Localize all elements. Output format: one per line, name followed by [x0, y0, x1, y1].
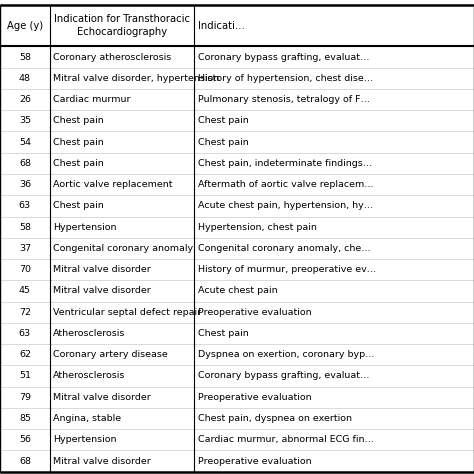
- Text: Chest pain: Chest pain: [198, 116, 248, 125]
- Text: Preoperative evaluation: Preoperative evaluation: [198, 393, 311, 402]
- Text: Indication for Transthoracic
Echocardiography: Indication for Transthoracic Echocardiog…: [54, 14, 190, 37]
- Text: 58: 58: [19, 53, 31, 62]
- Text: Angina, stable: Angina, stable: [53, 414, 121, 423]
- Text: Congenital coronary anomaly, che…: Congenital coronary anomaly, che…: [198, 244, 370, 253]
- Text: 79: 79: [19, 393, 31, 402]
- Text: Mitral valve disorder: Mitral valve disorder: [53, 286, 151, 295]
- Text: Hypertension: Hypertension: [53, 435, 117, 444]
- Text: Atherosclerosis: Atherosclerosis: [53, 329, 126, 338]
- Text: Acute chest pain: Acute chest pain: [198, 286, 277, 295]
- Text: 62: 62: [19, 350, 31, 359]
- Text: Acute chest pain, hypertension, hy…: Acute chest pain, hypertension, hy…: [198, 201, 373, 210]
- Text: Chest pain: Chest pain: [198, 137, 248, 146]
- Text: Dyspnea on exertion, coronary byp…: Dyspnea on exertion, coronary byp…: [198, 350, 374, 359]
- Text: Mitral valve disorder: Mitral valve disorder: [53, 393, 151, 402]
- Text: Chest pain: Chest pain: [53, 159, 104, 168]
- Text: Chest pain: Chest pain: [53, 201, 104, 210]
- Text: Mitral valve disorder: Mitral valve disorder: [53, 265, 151, 274]
- Text: Aftermath of aortic valve replacem…: Aftermath of aortic valve replacem…: [198, 180, 374, 189]
- Text: Mitral valve disorder, hypertension: Mitral valve disorder, hypertension: [53, 74, 219, 83]
- Text: 63: 63: [19, 329, 31, 338]
- Text: Preoperative evaluation: Preoperative evaluation: [198, 308, 311, 317]
- Text: Cardiac murmur: Cardiac murmur: [53, 95, 131, 104]
- Text: 56: 56: [19, 435, 31, 444]
- Text: 68: 68: [19, 456, 31, 465]
- Text: 72: 72: [19, 308, 31, 317]
- Text: 54: 54: [19, 137, 31, 146]
- Text: Chest pain, indeterminate findings…: Chest pain, indeterminate findings…: [198, 159, 372, 168]
- Text: Chest pain: Chest pain: [198, 329, 248, 338]
- Text: 68: 68: [19, 159, 31, 168]
- Text: 48: 48: [19, 74, 31, 83]
- Text: History of murmur, preoperative ev…: History of murmur, preoperative ev…: [198, 265, 376, 274]
- Text: 70: 70: [19, 265, 31, 274]
- Text: Congenital coronary anomaly: Congenital coronary anomaly: [53, 244, 193, 253]
- Text: Coronary bypass grafting, evaluat…: Coronary bypass grafting, evaluat…: [198, 53, 369, 62]
- Text: Coronary atherosclerosis: Coronary atherosclerosis: [53, 53, 171, 62]
- Text: Ventricular septal defect repair: Ventricular septal defect repair: [53, 308, 201, 317]
- Text: Hypertension, chest pain: Hypertension, chest pain: [198, 223, 317, 232]
- Text: Cardiac murmur, abnormal ECG fin…: Cardiac murmur, abnormal ECG fin…: [198, 435, 374, 444]
- Text: Age (y): Age (y): [7, 20, 43, 31]
- Text: 26: 26: [19, 95, 31, 104]
- Text: 63: 63: [19, 201, 31, 210]
- Text: Coronary artery disease: Coronary artery disease: [53, 350, 168, 359]
- Text: Chest pain: Chest pain: [53, 116, 104, 125]
- Text: Aortic valve replacement: Aortic valve replacement: [53, 180, 173, 189]
- Text: 85: 85: [19, 414, 31, 423]
- Text: Indicati…: Indicati…: [198, 20, 245, 31]
- Text: 35: 35: [19, 116, 31, 125]
- Text: Pulmonary stenosis, tetralogy of F…: Pulmonary stenosis, tetralogy of F…: [198, 95, 370, 104]
- Text: Coronary bypass grafting, evaluat…: Coronary bypass grafting, evaluat…: [198, 372, 369, 381]
- Text: Atherosclerosis: Atherosclerosis: [53, 372, 126, 381]
- Text: Chest pain, dyspnea on exertion: Chest pain, dyspnea on exertion: [198, 414, 352, 423]
- Text: 36: 36: [19, 180, 31, 189]
- Text: Mitral valve disorder: Mitral valve disorder: [53, 456, 151, 465]
- Text: Preoperative evaluation: Preoperative evaluation: [198, 456, 311, 465]
- Text: Chest pain: Chest pain: [53, 137, 104, 146]
- Text: 37: 37: [19, 244, 31, 253]
- Text: 45: 45: [19, 286, 31, 295]
- Text: Hypertension: Hypertension: [53, 223, 117, 232]
- Text: 51: 51: [19, 372, 31, 381]
- Text: 58: 58: [19, 223, 31, 232]
- Text: History of hypertension, chest dise…: History of hypertension, chest dise…: [198, 74, 373, 83]
